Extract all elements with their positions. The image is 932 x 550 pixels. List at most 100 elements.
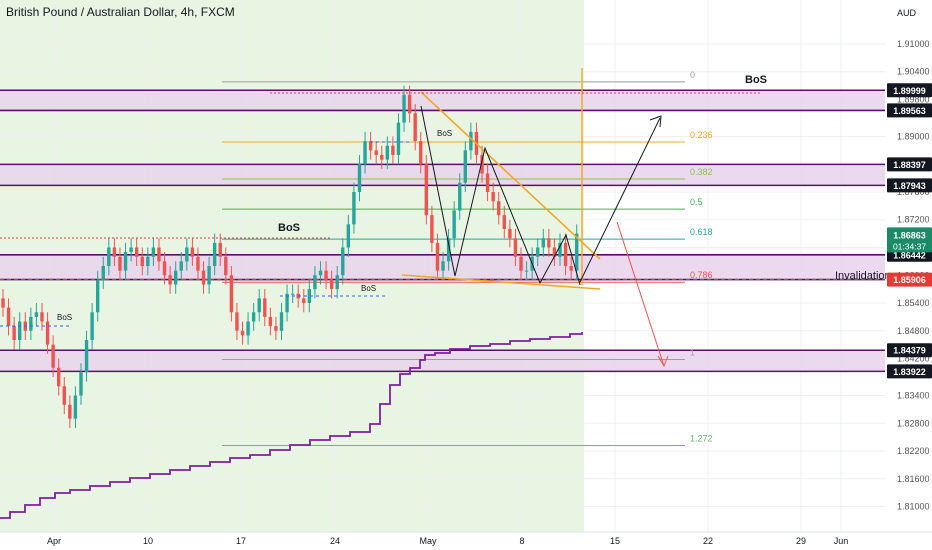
y-tick-label: 1.84200 xyxy=(897,354,930,364)
candle-body xyxy=(246,321,250,336)
candle-body xyxy=(45,321,50,345)
fib-level-label: 0.618 xyxy=(690,227,713,237)
time-axis[interactable]: Apr 10 17 24 May 8 15 22 29 Jun xyxy=(0,531,932,546)
candle-body xyxy=(6,307,11,327)
y-tick-label: 1.89000 xyxy=(897,131,930,141)
fib-level-label: 0.786 xyxy=(690,270,713,280)
candle-body xyxy=(84,340,89,373)
fib-level-label: 0 xyxy=(690,70,695,80)
candle-body xyxy=(352,191,356,225)
price-badge xyxy=(887,83,932,98)
candle-body xyxy=(285,293,289,313)
candle-body xyxy=(313,275,317,290)
bullish-projection-arrow xyxy=(579,117,661,283)
candle-body xyxy=(446,238,451,262)
y-tick-label: 1.82800 xyxy=(897,418,930,428)
y-tick-label: 1.89800 xyxy=(897,94,930,104)
candle-body xyxy=(62,386,66,405)
support-trendline xyxy=(401,274,601,290)
y-tick-label: 1.81000 xyxy=(897,502,930,512)
candle-body xyxy=(157,247,161,262)
y-tick-label: 1.81600 xyxy=(897,474,930,484)
candle-body xyxy=(385,145,390,160)
candle-body xyxy=(513,238,518,257)
zone-band xyxy=(0,90,885,111)
candle-body xyxy=(162,261,167,276)
candle-body xyxy=(129,247,133,253)
candle-body xyxy=(79,372,83,396)
candle-body xyxy=(101,266,105,280)
candle-body xyxy=(357,164,362,192)
candle-body xyxy=(541,238,545,248)
candle-body xyxy=(419,141,423,165)
x-tick-label: 8 xyxy=(519,536,524,546)
y-tick-label: 1.90400 xyxy=(897,67,930,77)
x-tick-label: May xyxy=(419,536,437,546)
candlestick-series xyxy=(1,85,579,428)
price-badge-label: 1.89999 xyxy=(893,86,926,96)
candle-body xyxy=(302,298,306,304)
candle-body xyxy=(458,182,462,211)
candle-body xyxy=(224,256,228,276)
candle-body xyxy=(235,312,239,331)
bos-label: BoS xyxy=(57,313,72,322)
candle-body xyxy=(118,256,122,271)
candle-body xyxy=(68,404,72,419)
candle-body xyxy=(469,131,473,151)
candle-body xyxy=(396,122,401,155)
price-badge xyxy=(887,272,932,287)
candle-body xyxy=(218,242,222,257)
candle-body xyxy=(168,275,172,285)
price-axis[interactable]: AUD1.910001.904001.898001.890001.884001.… xyxy=(897,8,930,512)
candle-body xyxy=(73,395,78,419)
candle-body xyxy=(407,94,412,114)
moving-average-path xyxy=(0,332,583,519)
candle-body xyxy=(547,238,551,248)
candle-body xyxy=(368,141,373,151)
candle-body xyxy=(107,247,111,266)
candle-body xyxy=(413,113,417,142)
candle-body xyxy=(190,247,195,257)
zone-band xyxy=(0,164,885,186)
candle-body xyxy=(51,344,55,368)
candle-body xyxy=(563,242,568,266)
candle-body xyxy=(274,326,278,331)
fib-level-label: 0.5 xyxy=(690,197,703,207)
y-tick-label: 1.85400 xyxy=(897,298,930,308)
y-tick-label: 1.91000 xyxy=(897,39,930,49)
candle-body xyxy=(212,242,217,266)
candle-body xyxy=(441,261,445,271)
candle-body xyxy=(18,321,22,341)
candle-body xyxy=(279,312,284,331)
candle-body xyxy=(240,330,245,336)
candle-body xyxy=(140,256,144,266)
candle-body xyxy=(207,266,211,285)
candle-body xyxy=(575,233,579,271)
candle-body xyxy=(29,316,33,331)
candle-body xyxy=(1,298,5,308)
price-badge-label: 1.83922 xyxy=(893,367,926,377)
bos-markers: BoS BoS BoS BoS BoS Invalidation xyxy=(57,74,891,322)
candle-body xyxy=(179,261,183,271)
bos-label: BoS xyxy=(437,129,452,138)
bearish-arrow-head xyxy=(657,355,669,368)
current-price-label: 1.86863 xyxy=(893,230,926,240)
candle-body xyxy=(435,242,440,271)
candle-body xyxy=(524,270,529,272)
candle-body xyxy=(508,228,512,239)
invalidation-label: Invalidation xyxy=(835,270,891,282)
candle-body xyxy=(552,247,557,257)
candle-body xyxy=(519,256,523,271)
price-badge xyxy=(887,364,932,379)
candle-body xyxy=(112,247,117,257)
candle-body xyxy=(123,252,128,271)
chart-title: British Pound / Australian Dollar, 4h, F… xyxy=(6,5,235,19)
candle-body xyxy=(402,94,406,123)
price-badge-label: 1.84379 xyxy=(893,346,926,356)
price-badge-label: 1.87943 xyxy=(893,181,926,191)
candle-body xyxy=(341,247,345,276)
candle-body xyxy=(40,312,44,322)
candle-body xyxy=(263,298,267,317)
